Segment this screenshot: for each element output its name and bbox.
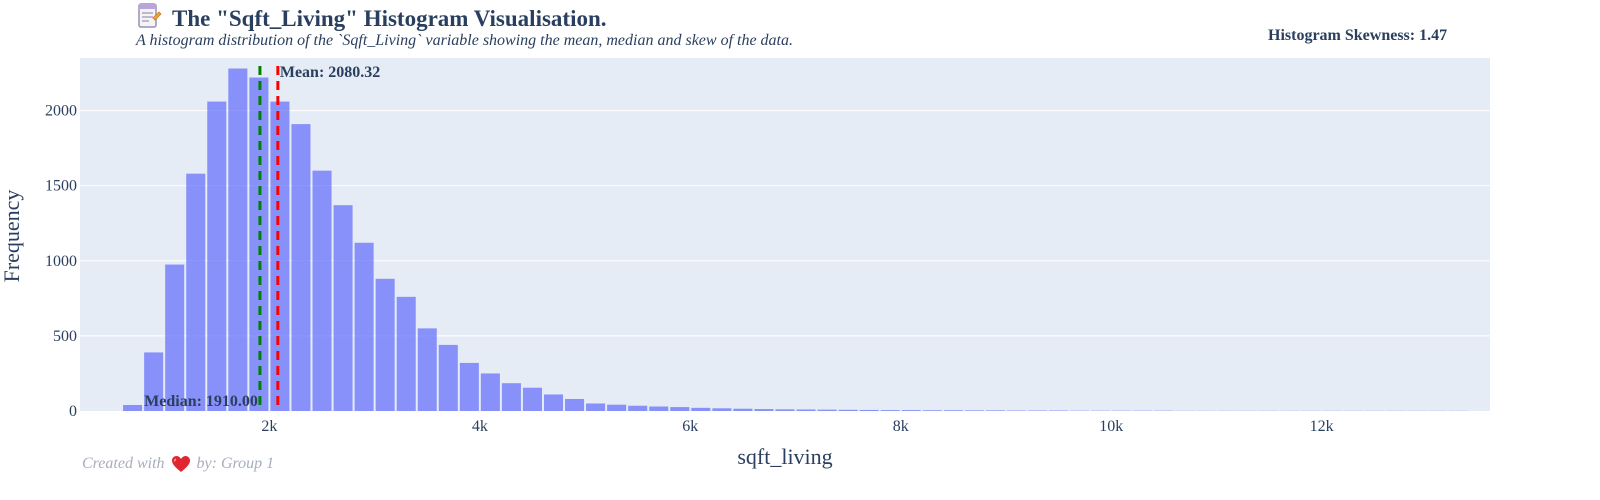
histogram-bar xyxy=(123,404,143,411)
histogram-bar xyxy=(543,394,564,411)
x-axis-title: sqft_living xyxy=(737,444,832,469)
histogram-bar xyxy=(396,296,416,411)
histogram-bar xyxy=(691,407,711,411)
histogram-bar xyxy=(733,408,753,411)
histogram-bar xyxy=(501,383,521,411)
footer-credit: Created with by: Group 1 xyxy=(82,455,274,473)
histogram-bar xyxy=(375,278,395,411)
skewness-label: Histogram Skewness: 1.47 xyxy=(1268,27,1448,44)
histogram-bar xyxy=(249,77,269,412)
memo-icon xyxy=(136,2,162,35)
histogram-bar xyxy=(186,173,206,411)
footer-prefix: Created with xyxy=(82,455,165,472)
y-tick-label: 0 xyxy=(69,403,77,420)
histogram-bar xyxy=(417,328,437,411)
y-axis-title: Frequency xyxy=(0,190,24,283)
histogram-bar xyxy=(964,410,984,411)
reference-lines xyxy=(258,66,280,411)
y-axis-ticks: 0 500 1000 1500 2000 xyxy=(45,103,77,420)
histogram-bar xyxy=(228,68,248,411)
histogram-bar xyxy=(985,410,1005,411)
chart-subtitle: A histogram distribution of the `Sqft_Li… xyxy=(136,32,793,49)
x-tick-label: 2k xyxy=(261,418,277,435)
histogram-bar xyxy=(859,409,879,411)
histogram-bar xyxy=(838,409,858,411)
histogram-bar xyxy=(607,404,627,411)
median-annotation: Median: 1910.00 xyxy=(144,393,258,410)
histogram-bar xyxy=(354,242,374,411)
x-tick-label: 6k xyxy=(682,418,698,435)
chart-title: The "Sqft_Living" Histogram Visualisatio… xyxy=(172,5,607,31)
histogram-bar xyxy=(796,409,816,411)
histogram-bar xyxy=(312,170,332,411)
y-tick-label: 1000 xyxy=(45,253,77,270)
histogram-bar xyxy=(922,410,942,411)
mean-annotation: Mean: 2080.32 xyxy=(280,64,380,81)
histogram-bar xyxy=(880,410,900,411)
x-tick-label: 12k xyxy=(1310,418,1334,435)
y-tick-label: 2000 xyxy=(45,103,77,120)
y-tick-label: 500 xyxy=(53,328,77,345)
histogram-bars xyxy=(123,68,1468,412)
histogram-bar xyxy=(207,101,227,411)
histogram-bar xyxy=(628,405,648,411)
histogram-bar xyxy=(817,409,837,411)
histogram-bar xyxy=(291,124,311,411)
histogram-bar xyxy=(943,410,963,411)
histogram-bar xyxy=(165,264,185,411)
histogram-bar xyxy=(754,409,774,411)
histogram-bar xyxy=(438,344,458,411)
histogram-bar xyxy=(649,406,669,411)
histogram-bar xyxy=(333,205,353,411)
histogram-bar xyxy=(670,407,690,411)
histogram-bar xyxy=(522,387,542,411)
y-tick-label: 1500 xyxy=(45,178,77,195)
histogram-bar xyxy=(775,409,795,411)
heart-icon xyxy=(171,456,190,472)
x-tick-label: 4k xyxy=(472,418,488,435)
histogram-bar xyxy=(270,101,290,411)
histogram-bar xyxy=(459,362,479,411)
x-tick-label: 10k xyxy=(1099,418,1123,435)
histogram-bar xyxy=(565,398,585,411)
histogram-bar xyxy=(480,373,500,411)
histogram-bar xyxy=(712,408,732,411)
histogram-bar xyxy=(144,352,164,411)
x-axis-ticks: 2k 4k 6k 8k 10k 12k xyxy=(261,418,1333,435)
footer-suffix: by: Group 1 xyxy=(196,455,275,472)
histogram-bar xyxy=(901,410,921,411)
histogram-bar xyxy=(586,403,606,411)
title-row: The "Sqft_Living" Histogram Visualisatio… xyxy=(136,2,607,35)
x-tick-label: 8k xyxy=(893,418,909,435)
